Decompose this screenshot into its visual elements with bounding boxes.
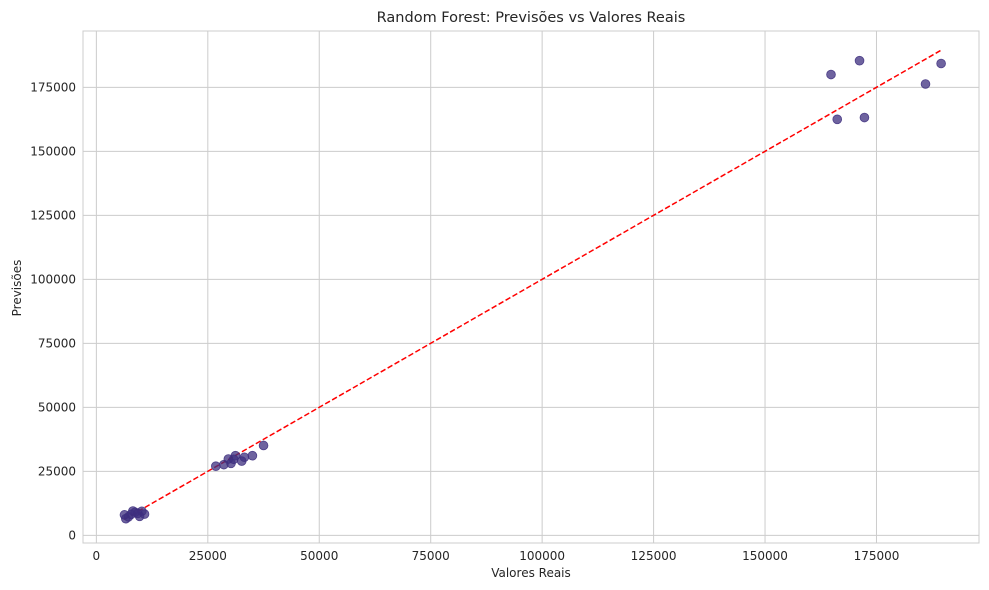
y-tick-label: 175000 [30,80,76,94]
y-tick-label: 125000 [30,208,76,222]
data-point [859,112,870,123]
x-tick-label: 175000 [854,549,900,563]
data-point [258,440,269,451]
x-tick-label: 100000 [519,549,565,563]
x-tick-label: 150000 [742,549,788,563]
data-point [920,79,931,89]
y-tick-label: 150000 [30,144,76,158]
y-tick-label: 25000 [38,464,76,478]
data-point [832,114,843,125]
data-points [119,55,946,524]
data-point [139,509,150,519]
grid [83,31,979,543]
tick-labels: 0 25000 50000 75000 100000 125000 150000 175000… [30,80,899,563]
y-tick-label: 100000 [30,272,76,286]
y-tick-label: 0 [68,528,76,542]
x-tick-label: 25000 [189,549,227,563]
data-point [239,452,250,463]
reference-line [123,49,942,521]
y-tick-label: 50000 [38,400,76,414]
plot-frame [82,30,980,544]
data-point [826,69,836,80]
x-tick-label: 0 [93,549,101,563]
data-point [247,450,258,461]
x-tick-label: 75000 [412,549,450,563]
data-point [211,461,221,472]
data-point [854,55,865,66]
y-axis-label: Previsões [10,260,24,317]
data-point [936,58,946,69]
chart-title: Random Forest: Previsões vs Valores Reai… [377,10,686,26]
y-tick-label: 75000 [38,336,76,350]
x-tick-label: 50000 [300,549,338,563]
x-axis-label: Valores Reais [491,566,571,580]
x-tick-label: 125000 [631,549,677,563]
